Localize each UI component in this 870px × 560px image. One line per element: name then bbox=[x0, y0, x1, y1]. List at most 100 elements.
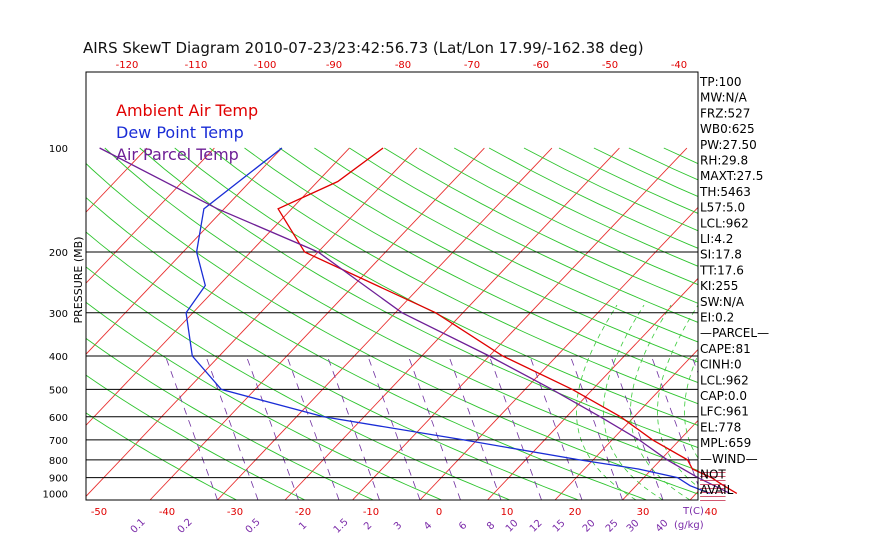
mixing-ratio-label: 10 bbox=[504, 518, 521, 535]
dry-adiabat bbox=[769, 148, 870, 500]
mixing-ratio-label: 6 bbox=[457, 520, 469, 532]
dry-adiabat bbox=[86, 374, 306, 500]
index-item: CAPE:81 bbox=[700, 342, 751, 356]
index-item: TH:5463 bbox=[699, 185, 751, 199]
isotherm bbox=[0, 148, 79, 500]
isotherm bbox=[0, 148, 12, 500]
bottom-temp-tick-label: -10 bbox=[363, 507, 379, 518]
index-item: LFC:961 bbox=[700, 405, 749, 419]
dry-adiabat bbox=[86, 231, 579, 500]
index-item: AVAIL bbox=[700, 483, 734, 497]
top-temp-tick-label: -120 bbox=[116, 60, 139, 71]
pressure-tick-label: 100 bbox=[49, 144, 68, 155]
top-temp-tick-label: -100 bbox=[254, 60, 277, 71]
top-temp-tick-label: -60 bbox=[533, 60, 549, 71]
series-line bbox=[99, 147, 731, 494]
chart-title: AIRS SkewT Diagram 2010-07-23/23:42:56.7… bbox=[83, 39, 644, 57]
pressure-tick-label: 400 bbox=[49, 352, 68, 363]
index-item: TT:17.6 bbox=[699, 263, 744, 277]
index-item: SI:17.8 bbox=[700, 248, 742, 262]
mixing-ratio-label: 1.5 bbox=[332, 517, 351, 536]
index-item: TP:100 bbox=[699, 75, 742, 89]
index-item: L57:5.0 bbox=[700, 201, 745, 215]
mixing-ratio-line bbox=[245, 355, 299, 500]
pressure-tick-label: 300 bbox=[49, 309, 68, 320]
top-temp-tick-label: -110 bbox=[185, 60, 208, 71]
index-item: —PARCEL— bbox=[700, 326, 769, 340]
dry-adiabat bbox=[384, 147, 698, 304]
isotherm bbox=[825, 148, 870, 500]
isotherm bbox=[86, 147, 283, 355]
bottom-temp-tick-label: -40 bbox=[159, 507, 175, 518]
mixing-ratio-label: 12 bbox=[528, 518, 545, 535]
x-axis-label: T(C) bbox=[682, 506, 704, 517]
isotherm bbox=[149, 147, 485, 500]
isotherm bbox=[554, 348, 698, 500]
top-temp-tick-label: -90 bbox=[326, 60, 342, 71]
bottom-temp-tick-label: -50 bbox=[91, 507, 107, 518]
legend-ambient: Ambient Air Temp bbox=[116, 101, 258, 120]
dry-adiabat bbox=[453, 147, 698, 267]
y-axis-label: PRESSURE (MB) bbox=[72, 237, 85, 324]
isotherm bbox=[622, 419, 698, 500]
index-item: NOT bbox=[700, 468, 726, 482]
mixing-ratio-label: 20 bbox=[581, 518, 598, 535]
dry-adiabat bbox=[663, 147, 698, 165]
bottom-temp-tick-label: -20 bbox=[295, 507, 311, 518]
index-item: RH:29.8 bbox=[700, 154, 748, 168]
index-item: SW:N/A bbox=[700, 295, 745, 309]
bottom-temp-tick-label: 40 bbox=[705, 507, 718, 518]
index-item: EL:778 bbox=[700, 420, 741, 434]
mixing-ratio-label: 1 bbox=[297, 520, 309, 532]
isotherm bbox=[487, 277, 698, 500]
moist-adiabat bbox=[684, 354, 698, 459]
mixing-ratio-line bbox=[488, 355, 542, 500]
mixing-ratio-line bbox=[569, 355, 623, 500]
legend-parcel: Air Parcel Temp bbox=[116, 145, 239, 164]
isotherm bbox=[352, 147, 688, 500]
pressure-tick-label: 900 bbox=[49, 474, 68, 485]
dry-adiabat bbox=[279, 147, 698, 363]
mixing-ratio-line bbox=[164, 355, 218, 500]
clipped-lines bbox=[0, 147, 870, 500]
index-item: MPL:659 bbox=[700, 436, 751, 450]
isotherm bbox=[86, 147, 148, 213]
moist-adiabat bbox=[576, 304, 637, 500]
pressure-tick-label: 800 bbox=[49, 456, 68, 467]
dry-adiabat bbox=[244, 147, 698, 384]
series-line bbox=[185, 147, 711, 495]
legend: Ambient Air Temp Dew Point Temp Air Parc… bbox=[116, 101, 258, 164]
moist-adiabat bbox=[603, 304, 664, 500]
dry-adiabat bbox=[734, 148, 870, 500]
index-item: CINH:0 bbox=[700, 358, 742, 372]
bottom-temp-tick-label: 20 bbox=[569, 507, 582, 518]
pressure-tick-label: 700 bbox=[49, 436, 68, 447]
dry-adiabat bbox=[86, 266, 511, 500]
pressure-gridlines bbox=[86, 251, 698, 479]
dry-adiabat bbox=[104, 147, 698, 471]
background-lines bbox=[0, 147, 870, 500]
bottom-temp-tick-label: 0 bbox=[436, 507, 442, 518]
dry-adiabat bbox=[839, 148, 870, 500]
series-layer bbox=[99, 147, 738, 501]
mixing-ratio-line bbox=[286, 355, 340, 500]
bottom-temp-tick-label: -30 bbox=[227, 507, 243, 518]
mixing-ratio-label: 30 bbox=[625, 518, 642, 535]
mixing-ratio-label: 4 bbox=[422, 520, 434, 532]
mixing-ratio-line bbox=[205, 355, 259, 500]
pressure-tick-label: 600 bbox=[49, 413, 68, 424]
mixing-ratio-line bbox=[407, 355, 461, 500]
isotherm bbox=[758, 148, 870, 500]
pressure-tick-label: 500 bbox=[49, 385, 68, 396]
index-item: —WIND— bbox=[700, 452, 758, 466]
index-item: LI:4.2 bbox=[700, 232, 733, 246]
dry-adiabat bbox=[86, 301, 442, 500]
mixing-ratio-label: 3 bbox=[392, 520, 404, 532]
dry-adiabat bbox=[86, 162, 698, 495]
index-item: WB0:625 bbox=[700, 122, 755, 136]
plot-frame bbox=[85, 71, 699, 501]
mixing-ratio-label: 0.1 bbox=[129, 517, 148, 536]
dry-adiabat bbox=[209, 147, 698, 405]
index-item: MAXT:27.5 bbox=[700, 169, 763, 183]
